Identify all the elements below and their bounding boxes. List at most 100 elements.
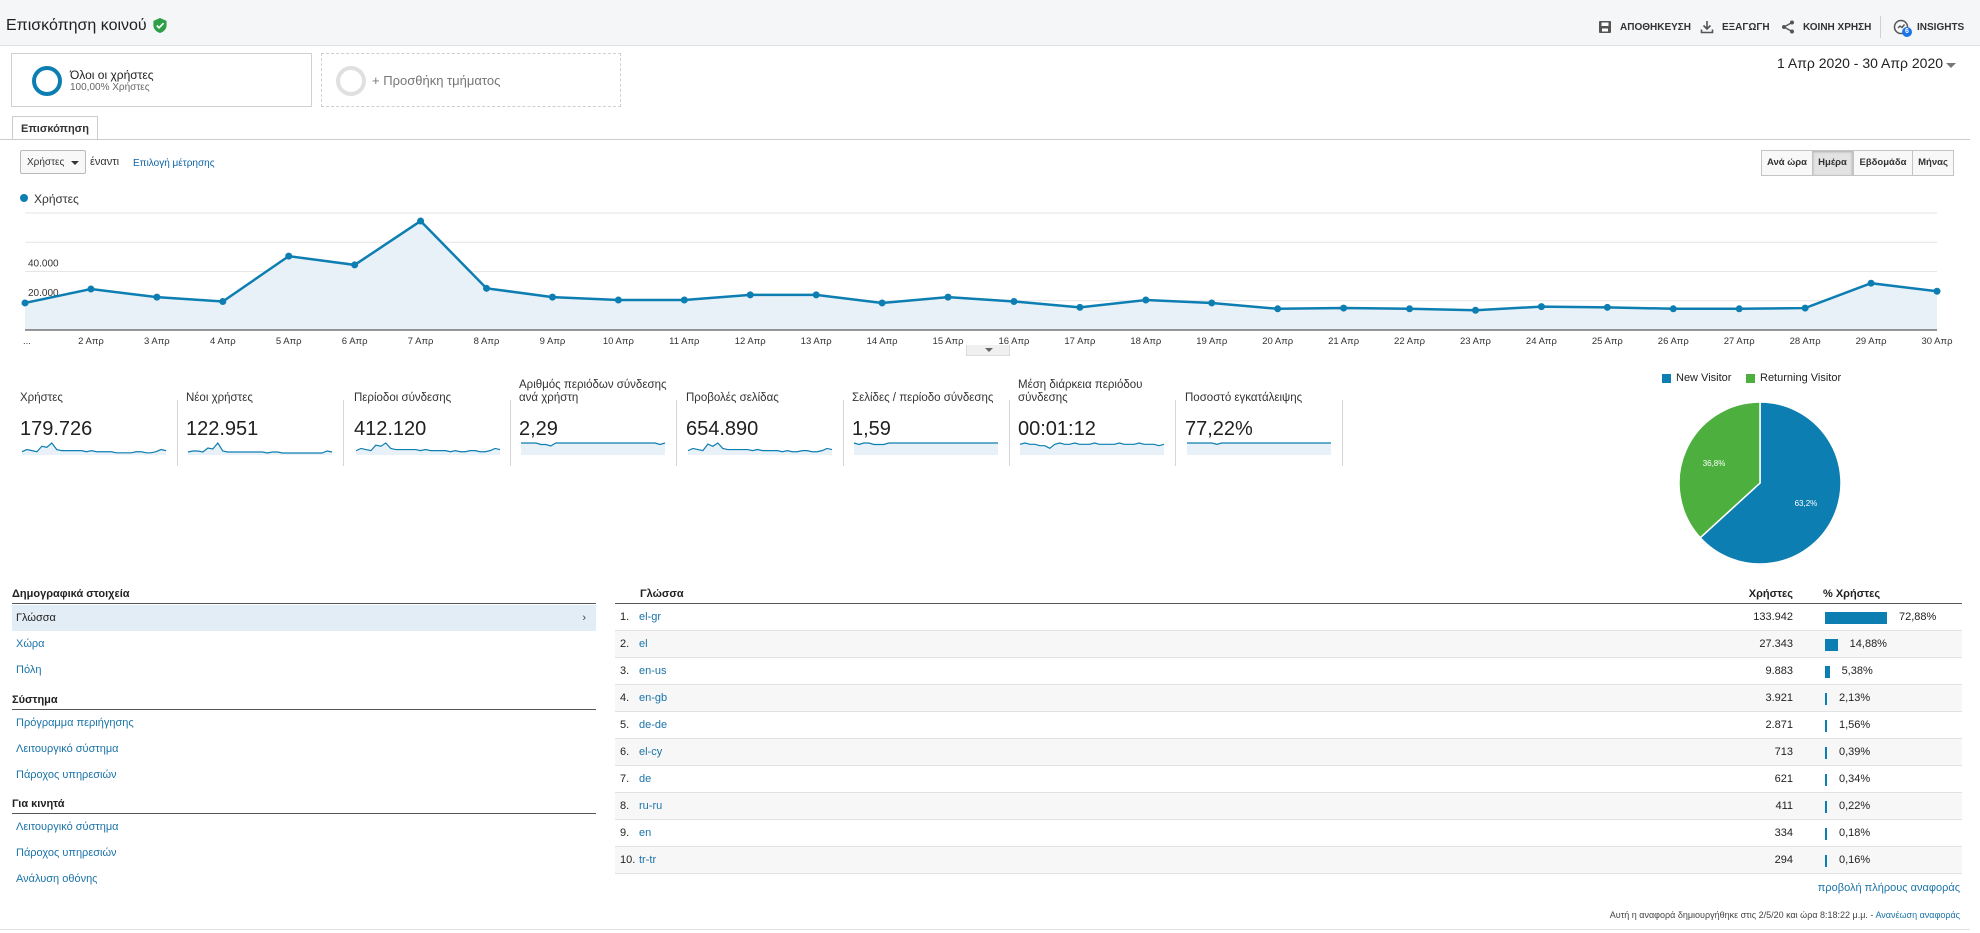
- row-language-link[interactable]: el-gr: [639, 611, 662, 623]
- data-point: [746, 291, 754, 299]
- kpi-sparkline: [687, 442, 833, 455]
- row-rank: 6.: [620, 746, 630, 758]
- table-row: 8. ru-ru 411 0,22%: [615, 793, 1962, 820]
- data-point: [87, 285, 95, 293]
- kpi-card[interactable]: Σελίδες / περίοδο σύνδεσης 1,59: [852, 392, 1010, 468]
- insights-button[interactable]: 6 INSIGHTS: [1893, 19, 1964, 37]
- kpi-label: Χρήστες: [20, 392, 63, 404]
- row-language-link[interactable]: tr-tr: [639, 854, 657, 866]
- row-language-link[interactable]: de: [639, 773, 652, 785]
- segment-all-users[interactable]: Όλοι οι χρήστες 100,00% Χρήστες: [11, 53, 312, 107]
- pick-metric-link[interactable]: Επιλογή μέτρησης: [133, 158, 215, 169]
- date-range-picker[interactable]: 1 Απρ 2020 - 30 Απρ 2020: [1777, 55, 1944, 71]
- column-header-users[interactable]: Χρήστες: [1748, 588, 1793, 600]
- x-tick-label: 21 Απρ: [1328, 336, 1360, 347]
- data-point: [878, 299, 886, 307]
- sparkline-line: [853, 442, 998, 446]
- kpi-separator: [676, 400, 677, 466]
- left-item-screen-resolution[interactable]: Ανάλυση οθόνης: [16, 873, 98, 885]
- chevron-down-icon[interactable]: [1946, 63, 1956, 68]
- row-share-bar: [1825, 666, 1830, 678]
- row-rank: 10.: [620, 854, 636, 866]
- insights-icon: 6: [1893, 19, 1912, 37]
- left-item-city[interactable]: Πόλη: [16, 664, 42, 676]
- left-item-mobile-provider[interactable]: Πάροχος υπηρεσιών: [16, 847, 117, 859]
- row-share-pct: 0,22%: [1839, 800, 1871, 812]
- x-tick-label: 17 Απρ: [1064, 336, 1096, 347]
- row-share-bar: [1825, 801, 1827, 813]
- row-language-link[interactable]: en-gb: [639, 692, 668, 704]
- kpi-value: 1,59: [852, 418, 891, 440]
- kpi-sparkline: [1019, 442, 1165, 455]
- sparkline-line: [355, 442, 501, 453]
- granularity-day-button[interactable]: Ημέρα: [1812, 150, 1853, 176]
- row-language-link[interactable]: en: [639, 827, 652, 839]
- left-item-mobile-os[interactable]: Λειτουργικό σύστημα: [16, 821, 119, 833]
- left-item-country[interactable]: Χώρα: [16, 638, 45, 650]
- x-tick-label: 24 Απρ: [1526, 336, 1558, 347]
- x-tick-label: 7 Απρ: [408, 336, 434, 347]
- granularity-month-button[interactable]: Μήνας: [1912, 150, 1954, 176]
- column-header-users-pct: % Χρήστες: [1823, 588, 1881, 600]
- left-item-os[interactable]: Λειτουργικό σύστημα: [16, 743, 119, 755]
- tab-divider: [0, 139, 1970, 140]
- row-language-link[interactable]: el-cy: [639, 746, 663, 758]
- chevron-right-icon: ›: [582, 612, 586, 624]
- chevron-down-icon: [71, 161, 79, 165]
- kpi-sparkline: [1187, 442, 1331, 455]
- metric-select[interactable]: Χρήστες: [20, 150, 86, 174]
- left-item-language[interactable]: Γλώσσα ›: [12, 605, 596, 631]
- row-language-link[interactable]: en-us: [639, 665, 667, 677]
- row-share-bar: [1825, 828, 1827, 840]
- granularity-hour-button[interactable]: Ανά ώρα: [1761, 150, 1813, 176]
- data-point: [1735, 305, 1743, 313]
- kpi-label: Νέοι χρήστες: [186, 392, 253, 404]
- kpi-card[interactable]: Περίοδοι σύνδεσης 412.120: [354, 392, 512, 468]
- save-button[interactable]: ΑΠΟΘΗΚΕΥΣΗ: [1598, 20, 1691, 34]
- chart-collapse-handle[interactable]: [966, 345, 1010, 356]
- kpi-card[interactable]: Ποσοστό εγκατάλειψης 77,22%: [1185, 392, 1343, 468]
- kpi-value: 122.951: [186, 418, 259, 440]
- x-tick-label: 6 Απρ: [342, 336, 368, 347]
- row-share-pct: 0,39%: [1839, 746, 1871, 758]
- table-row: 9. en 334 0,18%: [615, 820, 1962, 847]
- tab-overview[interactable]: Επισκόπηση: [12, 116, 98, 140]
- y-tick-label: 40.000: [28, 259, 59, 270]
- row-language-link[interactable]: de-de: [639, 719, 668, 731]
- left-item-provider[interactable]: Πάροχος υπηρεσιών: [16, 769, 117, 781]
- full-report-link[interactable]: προβολή πλήρους αναφοράς: [1817, 882, 1960, 894]
- row-users: 2.871: [1765, 719, 1793, 731]
- share-button[interactable]: ΚΟΙΝΗ ΧΡΗΣΗ: [1781, 20, 1871, 34]
- returning-visitor-swatch: [1746, 373, 1755, 383]
- kpi-sparkline: [853, 442, 998, 455]
- left-item-browser[interactable]: Πρόγραμμα περιήγησης: [16, 717, 134, 729]
- table-header-rule: [615, 603, 1962, 604]
- report-generated-note: Αυτή η αναφορά δημιουργήθηκε στις 2/5/20…: [1609, 910, 1876, 920]
- row-language-link[interactable]: ru-ru: [639, 800, 663, 812]
- refresh-report-link[interactable]: Ανανέωση αναφοράς: [1875, 910, 1960, 920]
- data-point: [417, 217, 425, 225]
- kpi-sparkline: [187, 441, 333, 455]
- table-row: 4. en-gb 3.921 2,13%: [615, 685, 1962, 712]
- export-button[interactable]: ΕΞΑΓΩΓΗ: [1700, 20, 1770, 34]
- table-row: 3. en-us 9.883 5,38%: [615, 658, 1962, 685]
- add-segment-button[interactable]: + Προσθήκη τμήματος: [321, 53, 621, 107]
- data-point: [1274, 305, 1282, 313]
- empty-segment-ring-icon: [336, 66, 366, 96]
- kpi-card[interactable]: Προβολές σελίδας 654.890: [686, 392, 844, 468]
- section-heading-system: Σύστημα: [12, 694, 58, 706]
- report-footer: Αυτή η αναφορά δημιουργήθηκε στις 2/5/20…: [1610, 910, 1960, 920]
- kpi-card[interactable]: Νέοι χρήστες 122.951: [186, 392, 344, 468]
- share-label: ΚΟΙΝΗ ΧΡΗΣΗ: [1803, 21, 1872, 33]
- kpi-card[interactable]: Αριθμός περιόδων σύνδεσης ανά χρήστη 2,29: [519, 379, 677, 468]
- x-tick-label: ...: [23, 336, 31, 347]
- kpi-card[interactable]: Μέση διάρκεια περιόδου σύνδεσης 00:01:12: [1018, 379, 1176, 468]
- row-language-link[interactable]: el: [639, 638, 648, 650]
- kpi-label: Σελίδες / περίοδο σύνδεσης: [852, 392, 994, 404]
- table-row: 1. el-gr 133.942 72,88%: [615, 604, 1962, 631]
- kpi-card[interactable]: Χρήστες 179.726: [20, 392, 178, 468]
- granularity-week-button[interactable]: Εβδομάδα: [1853, 150, 1913, 176]
- row-share-bar: [1825, 639, 1838, 651]
- versus-label: έναντι: [90, 156, 120, 168]
- kpi-label: Περίοδοι σύνδεσης: [354, 392, 452, 404]
